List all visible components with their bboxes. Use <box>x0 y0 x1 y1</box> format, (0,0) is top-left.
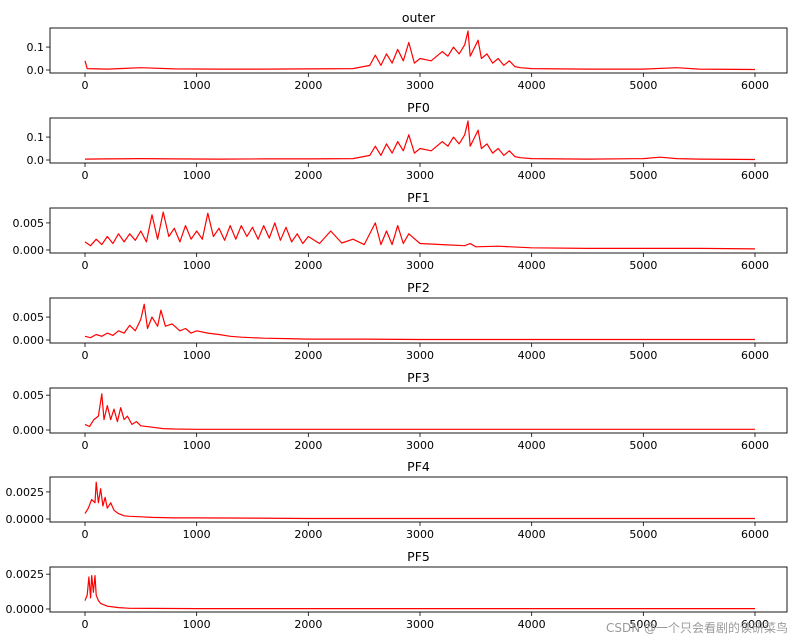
series-line <box>84 211 756 250</box>
x-tick-label: 1000 <box>183 169 211 182</box>
axes-frame <box>49 297 788 344</box>
y-tick-label: 0.1 <box>27 131 45 144</box>
x-tick-label: 4000 <box>518 439 546 452</box>
x-tick-label: 5000 <box>629 79 657 92</box>
x-tick-label: 0 <box>82 439 89 452</box>
subplot-pf5: PF5 0 1000 2000 3000 4000 5000 6000 0.0000 0.0025 <box>6 549 788 631</box>
x-tick-label: 3000 <box>406 169 434 182</box>
y-tick-label: 0.005 <box>13 217 45 230</box>
subplot-pf1: PF1 0 1000 2000 3000 4000 5000 6000 0.000 0.005 <box>13 190 788 272</box>
x-tick-label: 5000 <box>629 528 657 541</box>
series-line <box>84 481 755 520</box>
axes-frame <box>49 476 788 523</box>
series-line <box>84 393 755 430</box>
x-tick-label: 6000 <box>741 528 769 541</box>
x-tick-label: 4000 <box>518 528 546 541</box>
x-tick-label: 6000 <box>741 259 769 272</box>
x-tick-label: 4000 <box>518 259 546 272</box>
subplot-pf0: PF0 0 1000 2000 3000 4000 5000 6000 0.0 0.1 <box>27 100 788 182</box>
axes-frame <box>49 117 788 164</box>
x-tick-label: 1000 <box>183 79 211 92</box>
x-tick-label: 4000 <box>518 618 546 631</box>
subplot-pf4: PF4 0 1000 2000 3000 4000 5000 6000 0.0000 0.0025 <box>6 459 788 541</box>
x-tick-label: 1000 <box>183 618 211 631</box>
subplot-pf2: PF2 0 1000 2000 3000 4000 5000 6000 0.000 0.005 <box>13 280 788 362</box>
x-tick-label: 0 <box>82 528 89 541</box>
x-tick-label: 1000 <box>183 528 211 541</box>
axes-frame <box>49 207 788 254</box>
x-tick-label: 6000 <box>741 349 769 362</box>
x-tick-label: 2000 <box>294 618 322 631</box>
x-tick-label: 0 <box>82 618 89 631</box>
subplot-title: PF2 <box>407 280 430 295</box>
series-line <box>84 120 756 161</box>
x-tick-label: 6000 <box>741 79 769 92</box>
subplot-title: PF0 <box>407 100 430 115</box>
x-tick-label: 1000 <box>183 259 211 272</box>
x-tick-label: 3000 <box>406 618 434 631</box>
x-tick-label: 5000 <box>629 439 657 452</box>
y-tick-label: 0.0025 <box>6 486 45 499</box>
x-tick-label: 5000 <box>629 169 657 182</box>
series-line <box>84 30 756 71</box>
subplot-title: PF5 <box>407 549 430 564</box>
series-line <box>84 574 755 610</box>
x-tick-label: 3000 <box>406 79 434 92</box>
x-tick-label: 1000 <box>183 439 211 452</box>
y-tick-label: 0.0 <box>27 64 45 77</box>
x-tick-label: 0 <box>82 79 89 92</box>
x-tick-label: 6000 <box>741 618 769 631</box>
subplot-outer: outer 0 1000 2000 3000 4000 5000 6000 0.0 0.1 <box>27 10 788 92</box>
x-tick-label: 5000 <box>629 618 657 631</box>
y-tick-label: 0.0000 <box>6 513 45 526</box>
x-tick-label: 2000 <box>294 528 322 541</box>
x-tick-label: 0 <box>82 169 89 182</box>
subplot-title: PF4 <box>407 459 430 474</box>
x-tick-label: 2000 <box>294 439 322 452</box>
x-tick-label: 2000 <box>294 259 322 272</box>
x-tick-label: 2000 <box>294 349 322 362</box>
y-tick-label: 0.005 <box>13 311 45 324</box>
y-tick-label: 0.0025 <box>6 568 45 581</box>
x-tick-label: 3000 <box>406 528 434 541</box>
subplot-title: PF3 <box>407 370 430 385</box>
x-tick-label: 2000 <box>294 79 322 92</box>
x-tick-label: 4000 <box>518 349 546 362</box>
x-tick-label: 5000 <box>629 259 657 272</box>
y-tick-label: 0.000 <box>13 244 45 257</box>
x-tick-label: 3000 <box>406 349 434 362</box>
x-tick-label: 2000 <box>294 169 322 182</box>
y-tick-label: 0.000 <box>13 424 45 437</box>
subplot-title: outer <box>402 10 436 25</box>
x-tick-label: 0 <box>82 259 89 272</box>
y-tick-label: 0.000 <box>13 334 45 347</box>
axes-frame <box>49 27 788 74</box>
x-tick-label: 6000 <box>741 439 769 452</box>
x-tick-label: 4000 <box>518 79 546 92</box>
x-tick-label: 0 <box>82 349 89 362</box>
subplot-pf3: PF3 0 1000 2000 3000 4000 5000 6000 0.000 0.005 <box>13 370 788 452</box>
series-line <box>84 303 755 341</box>
x-tick-label: 6000 <box>741 169 769 182</box>
y-tick-label: 0.0 <box>27 154 45 167</box>
x-tick-label: 5000 <box>629 349 657 362</box>
y-tick-label: 0.1 <box>27 41 45 54</box>
y-tick-label: 0.0000 <box>6 603 45 616</box>
subplot-title: PF1 <box>407 190 430 205</box>
x-tick-label: 3000 <box>406 259 434 272</box>
x-tick-label: 3000 <box>406 439 434 452</box>
watermark: CSDN @一个只会看剧的读研菜鸟 <box>605 621 788 635</box>
axes-frame <box>49 387 788 434</box>
x-tick-label: 1000 <box>183 349 211 362</box>
axes-frame <box>49 566 788 613</box>
y-tick-label: 0.005 <box>13 389 45 402</box>
x-tick-label: 4000 <box>518 169 546 182</box>
